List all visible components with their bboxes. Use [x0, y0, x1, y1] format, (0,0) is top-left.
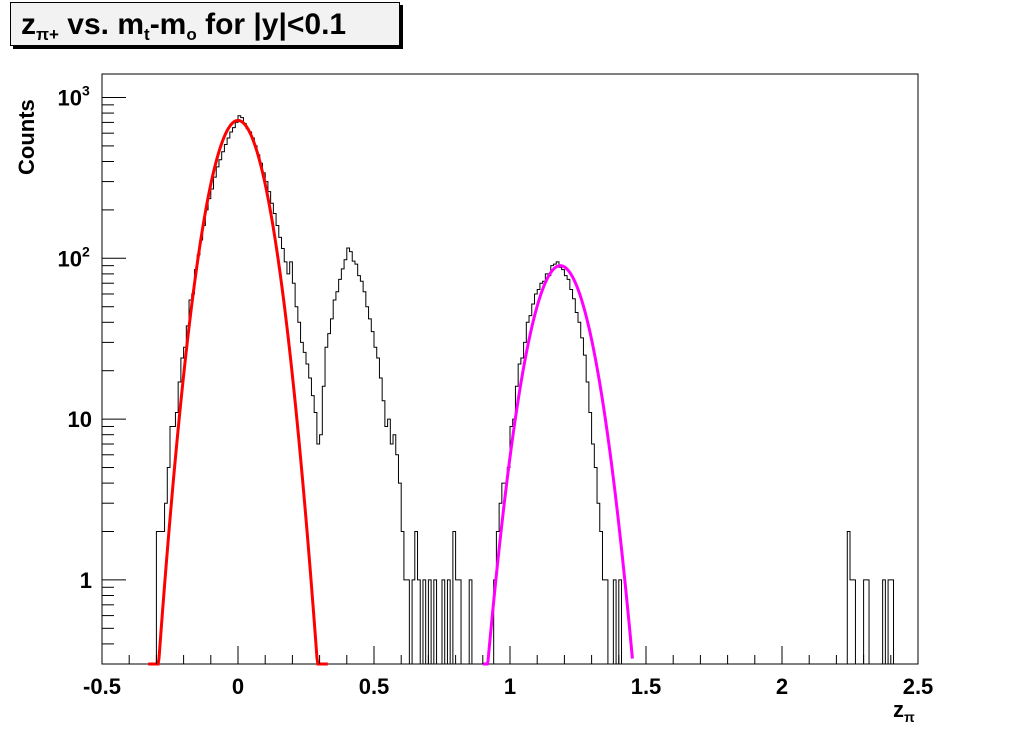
title-part2-sub: t: [144, 25, 150, 44]
x-tick-label: 1.5: [631, 674, 662, 699]
x-axis-label-sub: π: [904, 709, 915, 725]
x-tick-label: 2.5: [903, 674, 934, 699]
title-part4: for |y|<0.1: [196, 8, 347, 41]
fit-curve-2: [482, 264, 634, 666]
x-tick-label: -0.5: [83, 674, 121, 699]
histogram-outline: [153, 115, 897, 665]
x-tick-label: 0.5: [359, 674, 390, 699]
y-tick-exponent: 3: [82, 82, 90, 98]
x-axis-label: zπ: [893, 697, 915, 725]
y-tick-label: 10: [58, 246, 82, 271]
x-tick-label: 2: [776, 674, 788, 699]
y-tick-label: 10: [58, 85, 82, 110]
fit-curve-1: [148, 118, 328, 666]
histogram-layer: [153, 115, 897, 665]
title-part3: -m: [149, 8, 187, 41]
title-part3-sub: o: [186, 25, 197, 44]
x-tick-label: 0: [232, 674, 244, 699]
fit-layer: [148, 118, 634, 666]
y-tick-label: 10: [68, 407, 92, 432]
title-part1-sub: π+: [36, 25, 59, 44]
title-part2: vs. m: [58, 8, 145, 41]
y-tick-exponent: 2: [82, 243, 90, 259]
x-tick-label: 1: [504, 674, 516, 699]
y-tick-label: 1: [80, 568, 92, 593]
title-part1: z: [21, 8, 36, 41]
plot-frame: [101, 73, 919, 665]
y-axis-label: Counts: [14, 99, 39, 175]
x-axis-label-main: z: [893, 697, 904, 722]
chart-title: zπ+ vs. mt-mo for |y|<0.1: [10, 2, 400, 46]
